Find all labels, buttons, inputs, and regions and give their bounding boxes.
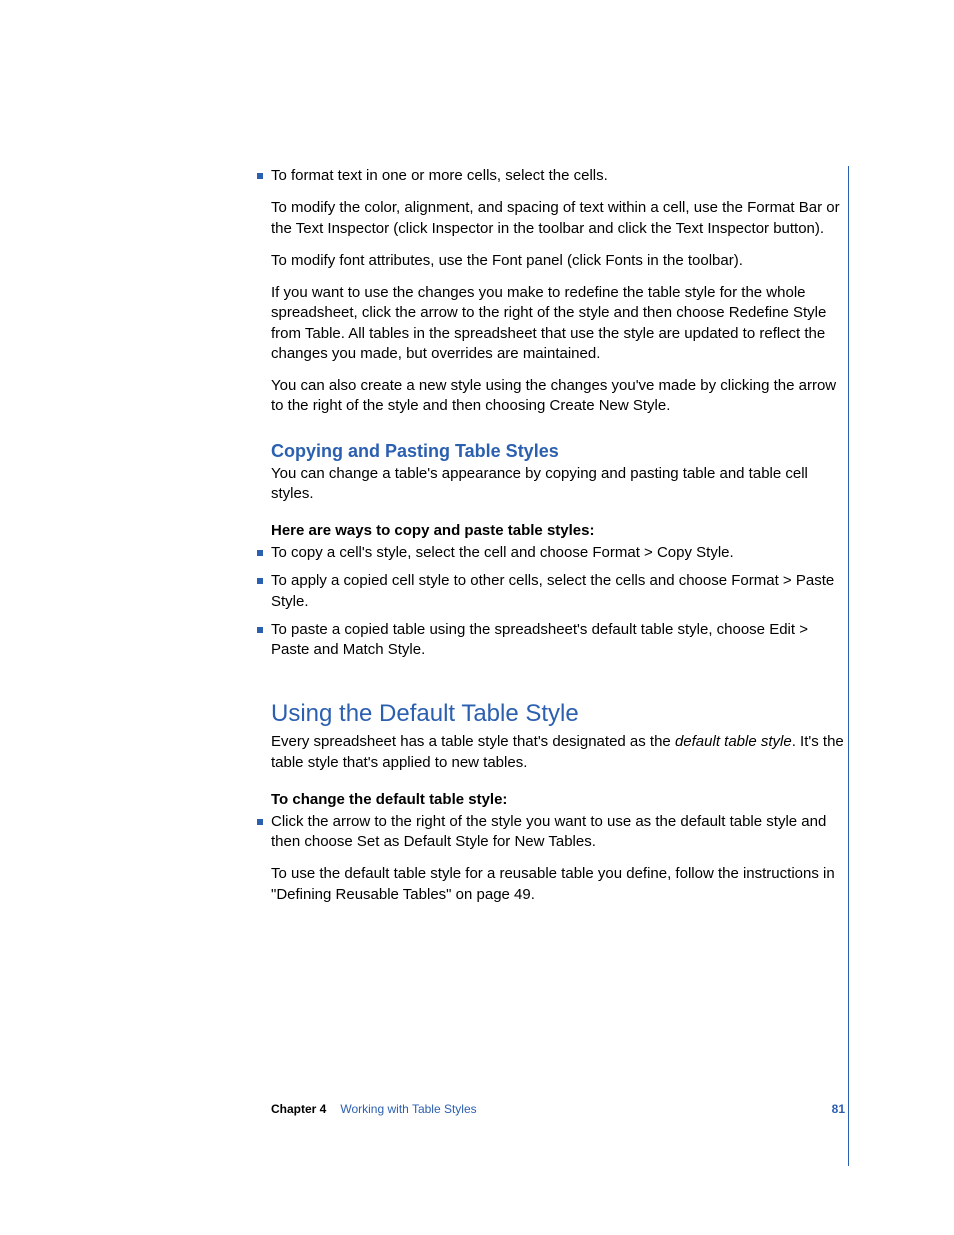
italic-term: default table style <box>675 733 792 750</box>
lead-text: Here are ways to copy and paste table st… <box>271 522 845 539</box>
body-text: If you want to use the changes you make … <box>271 283 845 364</box>
body-text: To format text in one or more cells, sel… <box>271 166 608 186</box>
section-heading: Copying and Pasting Table Styles <box>271 441 845 462</box>
bullet-list: To copy a cell's style, select the cell … <box>271 543 845 660</box>
list-item: Click the arrow to the right of the styl… <box>271 812 845 853</box>
bullet-icon <box>257 819 263 825</box>
section-heading: Using the Default Table Style <box>271 700 845 728</box>
list-item: To paste a copied table using the spread… <box>271 620 845 661</box>
body-text: To paste a copied table using the spread… <box>271 620 845 661</box>
page-footer: Chapter 4 Working with Table Styles 81 <box>271 1102 845 1116</box>
page-number: 81 <box>832 1102 845 1116</box>
list-item: To apply a copied cell style to other ce… <box>271 571 845 612</box>
footer-title: Working with Table Styles <box>340 1102 476 1116</box>
bullet-icon <box>257 550 263 556</box>
footer-left: Chapter 4 Working with Table Styles <box>271 1102 477 1116</box>
body-text: To use the default table style for a reu… <box>271 864 845 905</box>
body-text: You can change a table's appearance by c… <box>271 464 845 505</box>
lead-text: To change the default table style: <box>271 791 845 808</box>
bullet-icon <box>257 627 263 633</box>
margin-rule <box>848 166 849 1166</box>
body-text: To modify the color, alignment, and spac… <box>271 198 845 239</box>
body-text: To apply a copied cell style to other ce… <box>271 571 845 612</box>
footer-chapter: Chapter 4 <box>271 1102 326 1116</box>
page-content: To format text in one or more cells, sel… <box>271 166 845 905</box>
body-text: To modify font attributes, use the Font … <box>271 251 845 271</box>
list-item: To copy a cell's style, select the cell … <box>271 543 845 563</box>
body-text: Click the arrow to the right of the styl… <box>271 812 845 853</box>
body-text: You can also create a new style using th… <box>271 376 845 417</box>
list-item: To format text in one or more cells, sel… <box>271 166 845 186</box>
body-text: Every spreadsheet has a table style that… <box>271 732 845 773</box>
bullet-icon <box>257 173 263 179</box>
text-span: Every spreadsheet has a table style that… <box>271 733 675 750</box>
bullet-icon <box>257 578 263 584</box>
body-text: To copy a cell's style, select the cell … <box>271 543 734 563</box>
